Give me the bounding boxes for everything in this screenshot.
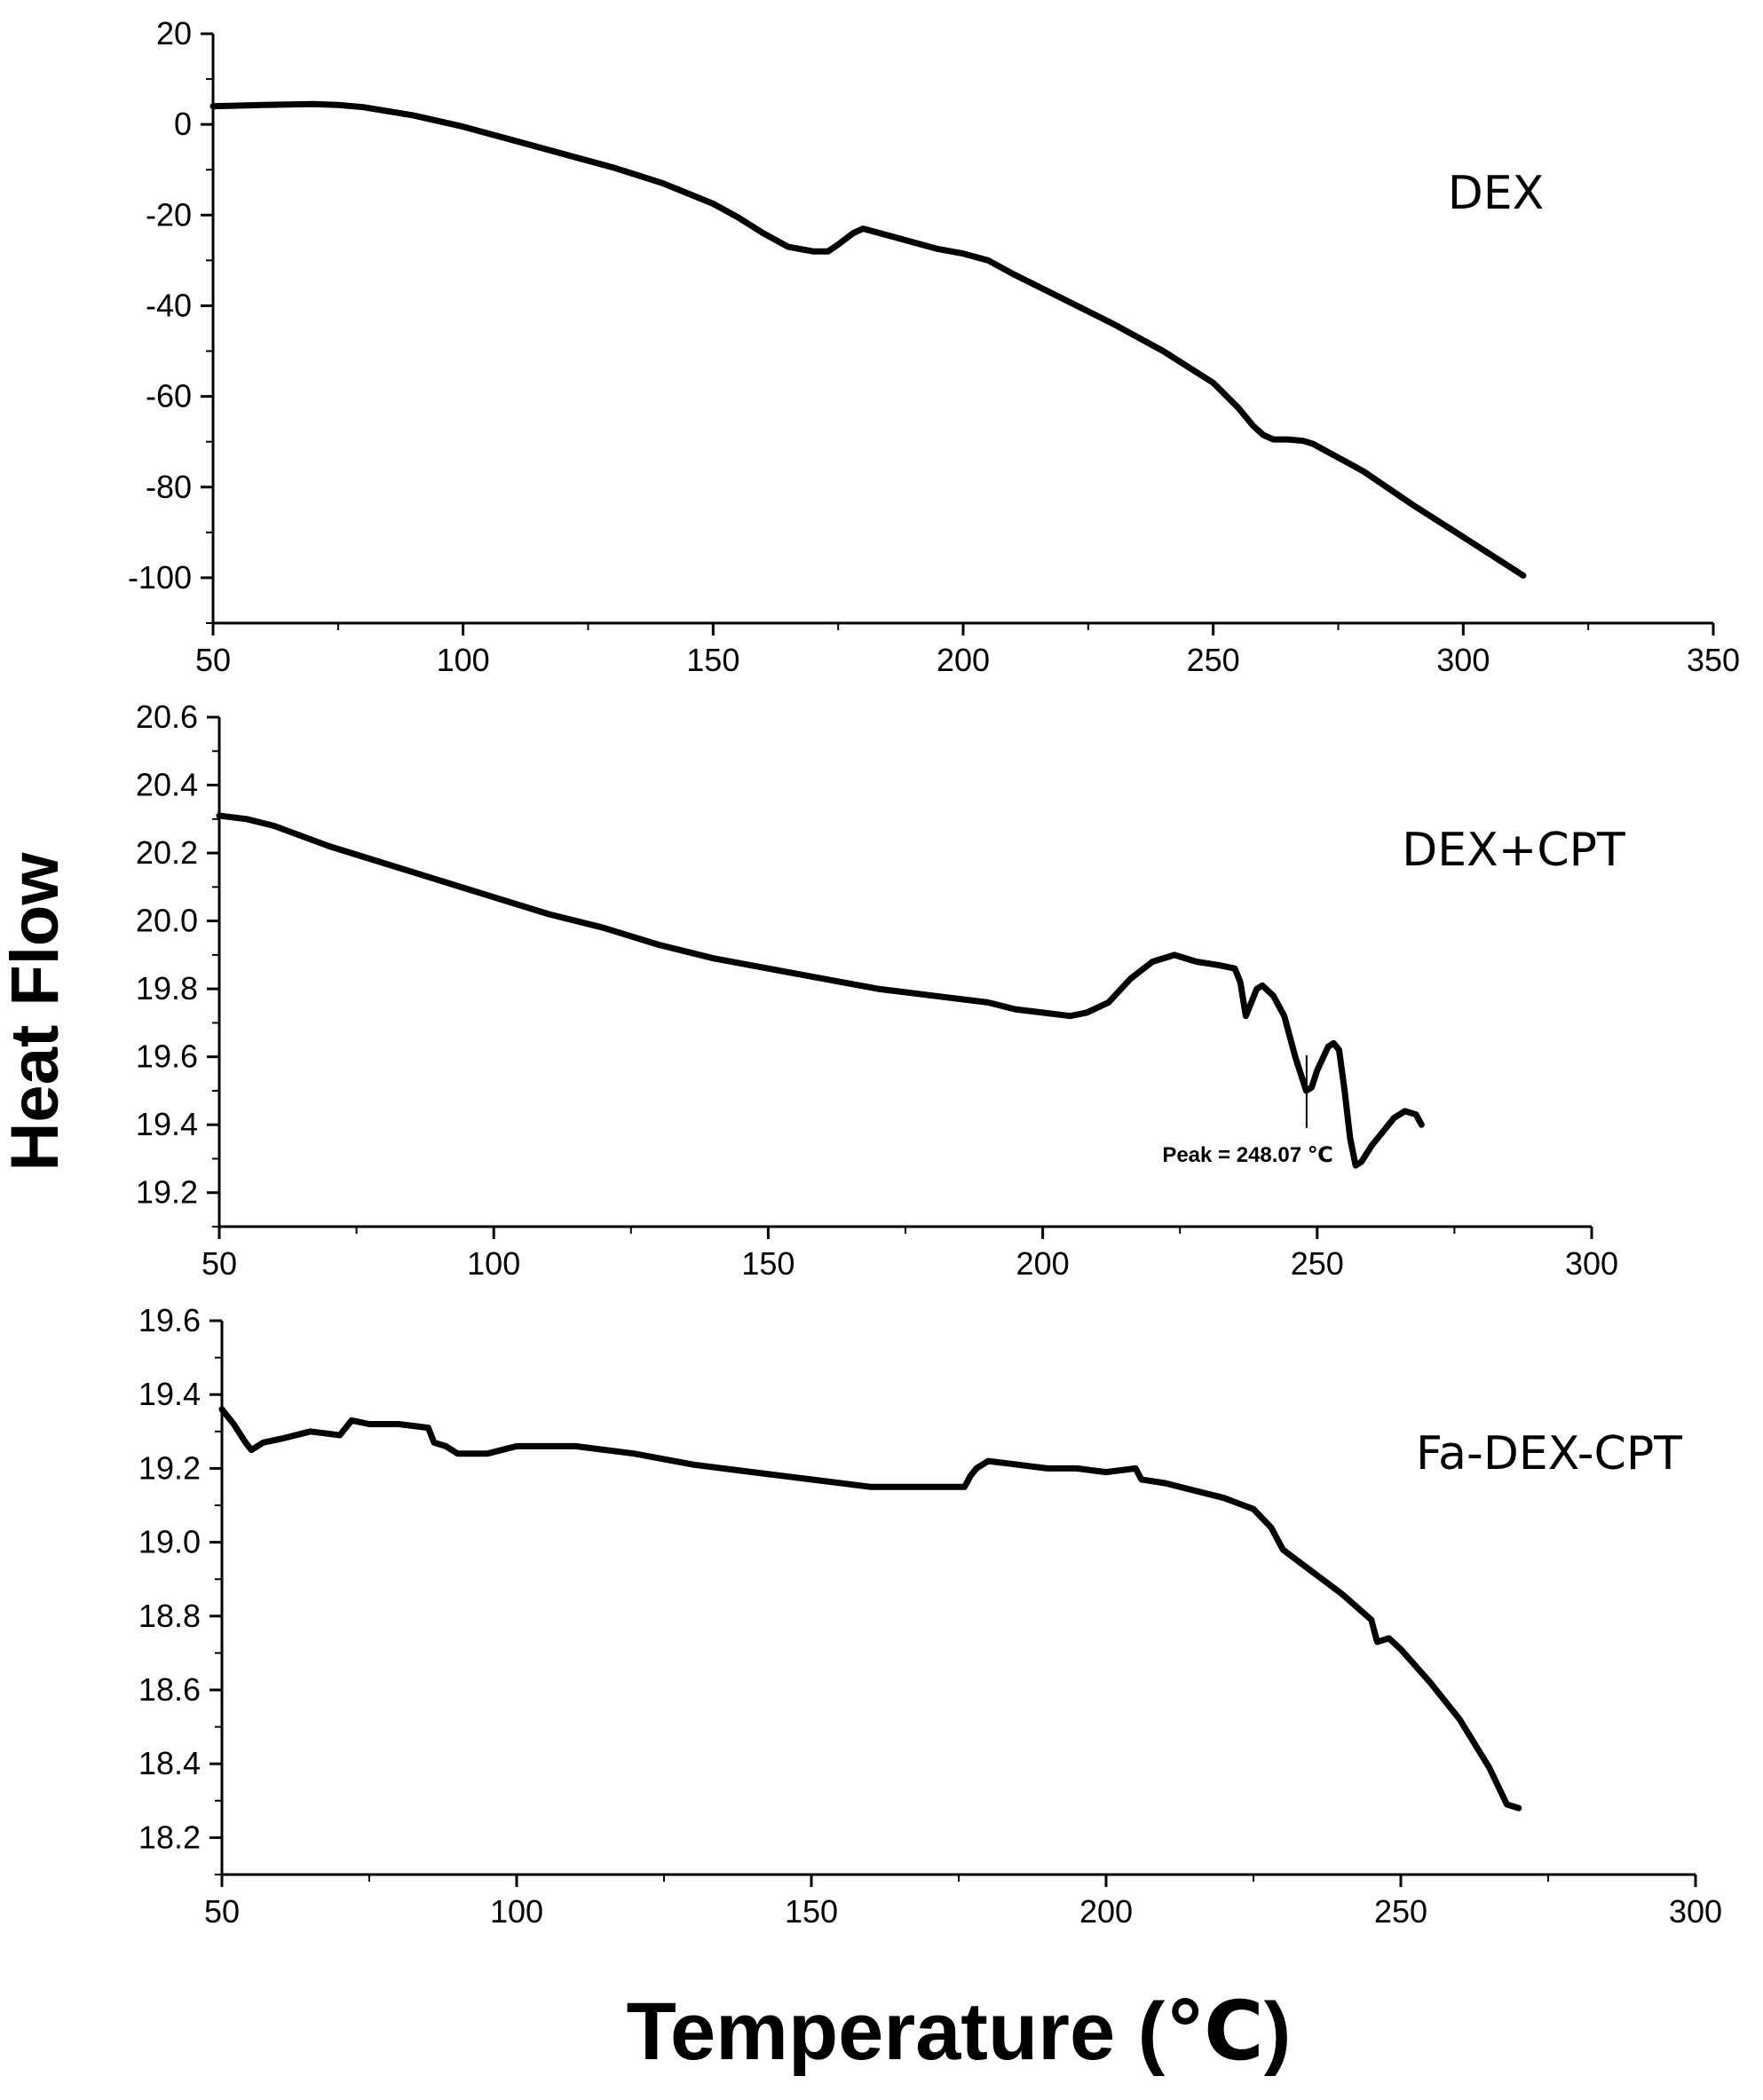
y-tick-label: 0 [174,106,192,142]
x-tick-label: 200 [1016,1245,1070,1282]
y-tick-label: -100 [128,559,192,596]
x-tick-label: 200 [937,642,990,678]
x-tick-label: 250 [1187,642,1240,678]
y-tick-label: 19.2 [138,1449,201,1486]
y-tick-label: 19.4 [138,1376,201,1412]
y-tick-label: 19.2 [136,1174,198,1211]
y-tick-label: 19.0 [138,1524,201,1560]
series-label: DEX+CPT [1402,824,1625,877]
x-tick-label: 100 [490,1893,543,1930]
series-label: Fa-DEX-CPT [1416,1427,1682,1480]
y-tick-label: 18.8 [138,1598,201,1634]
y-tick-label: 20.4 [136,767,198,803]
series-line [216,812,1425,1169]
x-tick-label: 150 [741,1245,795,1282]
series-line [210,100,1527,579]
y-tick-label: 20.0 [136,903,198,939]
x-tick-label: 150 [686,642,739,678]
x-tick-label: 100 [437,642,490,678]
y-tick-label: 20 [156,15,192,51]
peak-annotation: Peak = 248.07 ℃ [1162,1143,1333,1167]
x-tick-label: 300 [1436,642,1490,678]
x-tick-label: 250 [1291,1245,1344,1282]
x-axis-label: Temperature (℃) [627,1986,1292,2077]
series-line [218,1406,1522,1812]
y-tick-label: 18.4 [138,1745,201,1781]
y-tick-label: -80 [146,469,192,505]
y-tick-label: 18.2 [138,1819,201,1855]
y-tick-label: 19.8 [136,970,198,1007]
x-tick-label: 350 [1687,642,1740,678]
x-tick-label: 50 [202,1245,237,1282]
x-tick-label: 150 [785,1893,838,1930]
panel-dex: 50 100 150 200 250 300 350 -100 -80 -60 -40 -20 0 20 D… [128,15,1740,678]
x-tick-label: 300 [1565,1245,1618,1282]
y-tick-label: 18.6 [138,1671,201,1708]
x-tick-label: 100 [467,1245,520,1282]
y-tick-label: -20 [146,196,192,233]
x-tick-label: 250 [1374,1893,1427,1930]
x-tick-label: 50 [204,1893,240,1930]
panel-fa-dex-cpt: 50 100 150 200 250 300 18.2 18.4 18.6 18.8 19.0 19.… [138,1302,1722,1930]
y-tick-label: 19.4 [136,1106,198,1142]
y-tick-label: -40 [146,287,192,323]
x-tick-label: 200 [1079,1893,1133,1930]
y-axis-label: Heat Flow [0,852,73,1172]
panel-dex-cpt: 50 100 150 200 250 300 19.2 19.4 19.6 19.8 20.0 20.… [136,699,1625,1282]
y-tick-label: 20.6 [136,699,198,735]
x-tick-label: 300 [1669,1893,1722,1930]
series-label: DEX [1448,167,1545,220]
y-tick-label: -60 [146,378,192,414]
y-tick-label: 19.6 [138,1302,201,1338]
y-tick-label: 20.2 [136,834,198,871]
y-tick-label: 19.6 [136,1038,198,1075]
x-tick-label: 50 [195,642,231,678]
